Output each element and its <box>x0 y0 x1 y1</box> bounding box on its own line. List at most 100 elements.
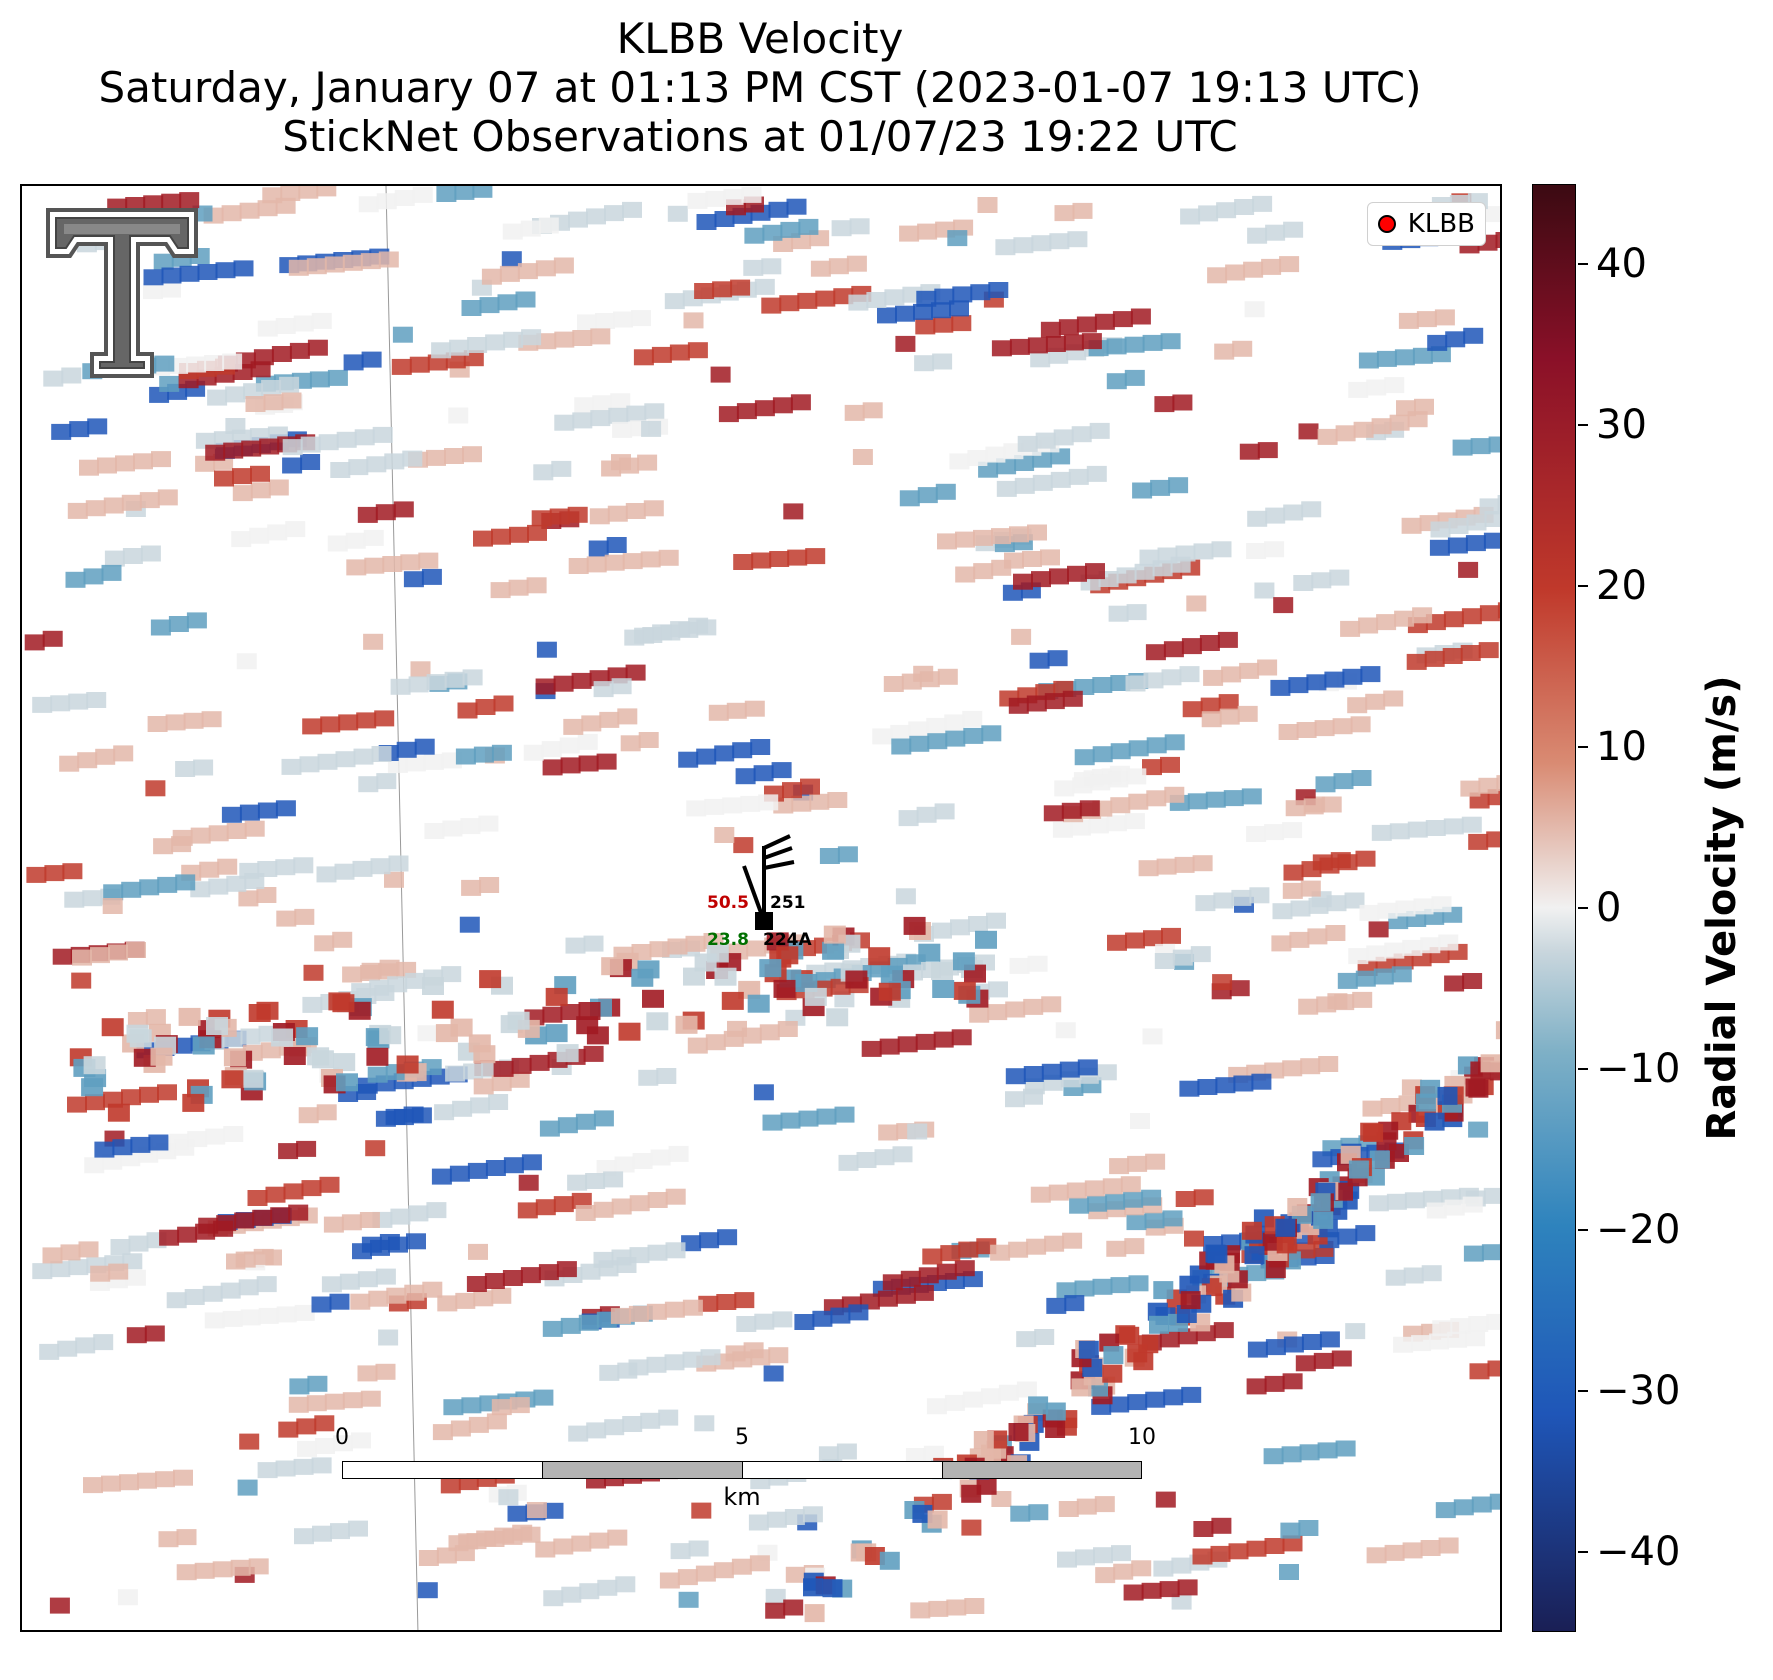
velocity-pixel <box>448 407 469 424</box>
velocity-pixel <box>678 1591 699 1608</box>
velocity-pixel <box>969 1006 990 1023</box>
radar-map[interactable]: KLBB 50.5 251 23.8 224A <box>20 184 1502 1632</box>
velocity-pixel <box>1112 311 1133 328</box>
colorbar-tick-label: 40 <box>1596 241 1647 288</box>
velocity-pixel <box>683 312 704 329</box>
velocity-pixel <box>578 1314 599 1331</box>
velocity-pixel <box>404 1284 425 1301</box>
velocity-pixel <box>579 1583 600 1600</box>
colorbar-tick-mark <box>1578 1228 1588 1231</box>
velocity-pixel <box>932 922 952 939</box>
velocity-pixel <box>704 798 725 815</box>
velocity-pixel <box>862 402 883 419</box>
velocity-pixel <box>285 521 306 538</box>
velocity-pixel <box>59 755 80 772</box>
velocity-pixel <box>618 1022 641 1041</box>
velocity-pixel <box>1016 1331 1037 1348</box>
velocity-pixel <box>1442 648 1463 664</box>
velocity-pixel <box>283 1183 304 1200</box>
velocity-pixel <box>302 996 323 1013</box>
velocity-pixel <box>1127 1394 1148 1411</box>
velocity-pixel <box>668 1145 689 1162</box>
velocity-pixel <box>611 454 631 471</box>
velocity-pixel <box>1314 720 1335 737</box>
velocity-pixel <box>1023 1066 1044 1082</box>
velocity-pixel <box>1450 1318 1471 1335</box>
velocity-pixel <box>174 1139 195 1156</box>
velocity-pixel <box>393 1109 414 1126</box>
velocity-pixel <box>1366 945 1387 962</box>
velocity-pixel <box>652 624 673 641</box>
map-legend: KLBB <box>1366 202 1486 246</box>
velocity-pixel <box>1130 308 1151 325</box>
velocity-pixel <box>575 1205 596 1221</box>
velocity-pixel <box>1378 1121 1399 1140</box>
velocity-pixel <box>1130 1113 1150 1129</box>
velocity-pixel <box>603 1171 624 1188</box>
velocity-pixel <box>1257 442 1278 459</box>
velocity-pixel <box>426 449 446 466</box>
velocity-pixel <box>1113 1563 1134 1580</box>
velocity-pixel <box>828 258 849 275</box>
velocity-pixel <box>625 503 646 519</box>
scale-unit: km <box>723 1483 761 1511</box>
velocity-pixel <box>1155 1491 1176 1508</box>
velocity-pixel <box>907 1123 928 1140</box>
velocity-pixel <box>712 281 733 298</box>
velocity-pixel <box>1371 418 1392 435</box>
velocity-pixel <box>148 1134 169 1151</box>
velocity-pixel <box>199 861 220 878</box>
velocity-pixel <box>293 857 314 874</box>
velocity-pixel <box>1296 722 1317 738</box>
velocity-pixel <box>664 1354 685 1371</box>
velocity-pixel <box>1394 610 1415 627</box>
velocity-pixel <box>872 728 893 745</box>
station-value-251: 50.5 <box>707 893 749 913</box>
velocity-pixel <box>833 288 854 305</box>
velocity-pixel <box>927 733 948 750</box>
velocity-pixel <box>844 404 865 421</box>
velocity-pixel <box>186 356 207 373</box>
velocity-pixel <box>1045 336 1066 352</box>
velocity-pixel <box>753 1084 774 1101</box>
velocity-pixel <box>695 1565 716 1582</box>
velocity-pixel <box>1108 605 1129 622</box>
velocity-pixel <box>1407 411 1428 428</box>
velocity-pixel <box>787 549 808 566</box>
velocity-pixel <box>61 367 82 384</box>
velocity-pixel <box>915 318 936 335</box>
velocity-pixel <box>1283 504 1304 521</box>
velocity-pixel <box>766 932 789 951</box>
velocity-pixel <box>1445 331 1466 348</box>
velocity-pixel <box>580 1263 601 1280</box>
velocity-pixel <box>915 1033 936 1050</box>
velocity-pixel <box>1306 674 1327 691</box>
velocity-pixel <box>1146 737 1167 754</box>
velocity-pixel <box>961 1519 982 1536</box>
velocity-pixel <box>1303 798 1324 815</box>
velocity-pixel <box>1239 662 1260 679</box>
velocity-pixel <box>782 782 802 799</box>
velocity-pixel <box>1150 479 1171 496</box>
velocity-pixel <box>214 470 234 487</box>
scale-segment-3 <box>742 1461 943 1479</box>
velocity-pixel <box>535 1541 556 1558</box>
velocity-pixel <box>1313 1352 1334 1369</box>
velocity-pixel <box>1254 582 1275 599</box>
velocity-pixel <box>1067 231 1088 248</box>
velocity-pixel <box>802 1506 823 1523</box>
velocity-pixel <box>1468 1121 1489 1138</box>
velocity-pixel <box>479 877 500 893</box>
velocity-pixel <box>1499 1242 1500 1259</box>
velocity-pixel <box>667 938 688 955</box>
velocity-pixel <box>533 1389 554 1406</box>
velocity-pixel <box>1383 690 1404 707</box>
velocity-pixel <box>1192 855 1213 872</box>
velocity-pixel <box>275 859 296 876</box>
velocity-pixel <box>1177 1579 1198 1596</box>
velocity-pixel <box>108 1263 129 1280</box>
velocity-pixel <box>110 1239 131 1255</box>
velocity-pixel <box>604 1419 625 1436</box>
velocity-pixel <box>68 693 89 710</box>
velocity-pixel <box>1368 921 1389 938</box>
